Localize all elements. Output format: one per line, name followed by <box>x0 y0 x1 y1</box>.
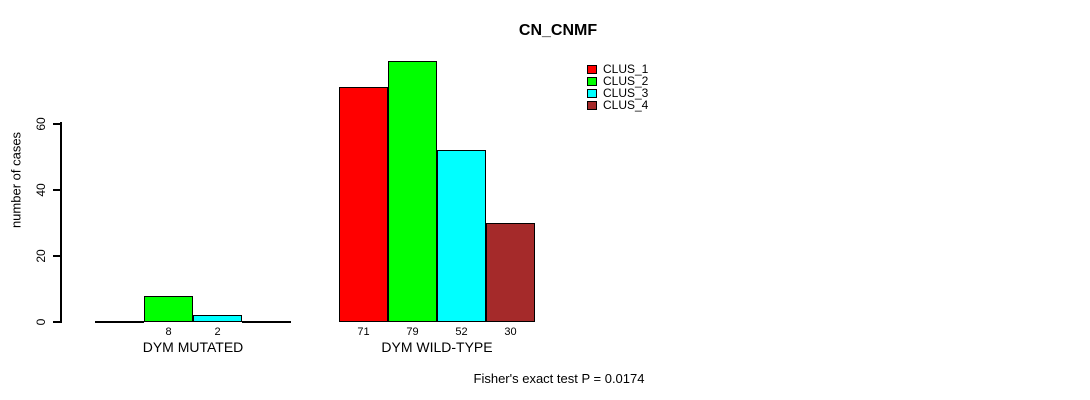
bar-value-label: 8 <box>165 326 172 338</box>
bar-clus_2 <box>388 61 437 322</box>
y-axis-line <box>60 122 62 323</box>
bar-clus_3 <box>437 150 486 322</box>
legend: CLUS_1 CLUS_2 CLUS_3 CLUS_4 <box>587 63 648 111</box>
bar-value-label: 30 <box>504 326 517 338</box>
legend-item-clus_2: CLUS_2 <box>587 75 648 87</box>
bar-zero-clus_4 <box>242 321 291 323</box>
legend-swatch-clus_1 <box>587 64 597 74</box>
bar-value-label: 79 <box>406 326 419 338</box>
legend-item-clus_4: CLUS_4 <box>587 99 648 111</box>
bar-zero-clus_1 <box>95 321 144 323</box>
y-tick <box>53 122 60 125</box>
bar-clus_2 <box>144 296 193 322</box>
bar-value-label: 52 <box>455 326 468 338</box>
bar-value-label: 2 <box>214 326 221 338</box>
bar-clus_1 <box>339 87 388 322</box>
group-label: DYM MUTATED <box>142 339 244 355</box>
legend-swatch-clus_2 <box>587 76 597 86</box>
legend-item-clus_1: CLUS_1 <box>587 63 648 75</box>
legend-label: CLUS_2 <box>603 74 649 88</box>
legend-label: CLUS_4 <box>603 98 649 112</box>
bar-clus_4 <box>486 223 535 322</box>
y-tick <box>53 254 60 257</box>
bar-value-label: 71 <box>357 326 370 338</box>
y-tick <box>53 188 60 191</box>
legend-swatch-clus_3 <box>587 88 597 98</box>
bar-clus_3 <box>193 315 242 322</box>
footnote: Fisher's exact test P = 0.0174 <box>473 371 645 386</box>
legend-swatch-clus_4 <box>587 100 597 110</box>
y-tick-label: 40 <box>34 182 48 197</box>
legend-item-clus_3: CLUS_3 <box>587 87 648 99</box>
group-label: DYM WILD-TYPE <box>381 339 493 355</box>
y-tick-label: 20 <box>34 249 48 263</box>
chart-title: CN_CNMF <box>518 22 598 39</box>
y-tick-label: 0 <box>34 318 48 326</box>
y-tick <box>53 321 60 323</box>
y-tick-label: 60 <box>34 116 48 131</box>
legend-label: CLUS_3 <box>603 86 649 100</box>
legend-label: CLUS_1 <box>603 62 649 76</box>
